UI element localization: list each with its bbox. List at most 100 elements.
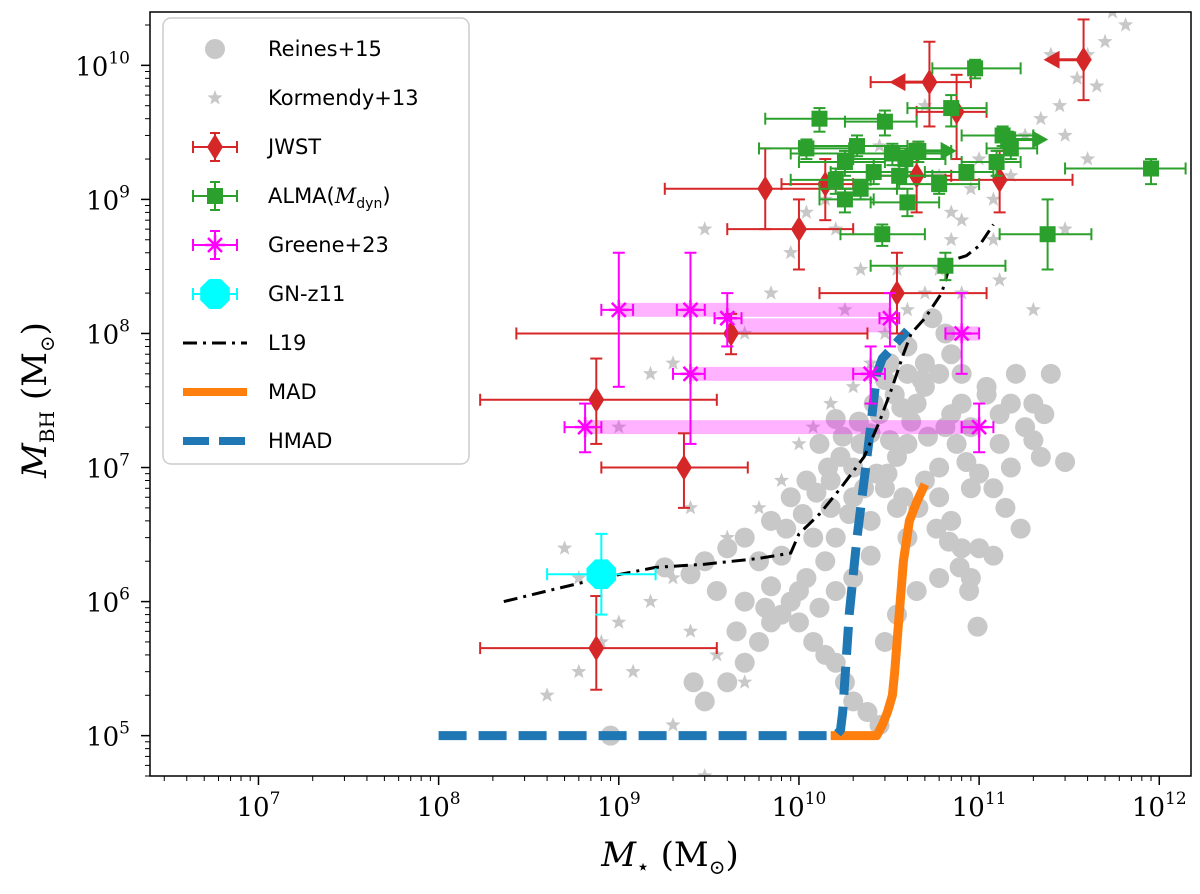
reines-point-43 xyxy=(857,702,878,723)
reines-point-101 xyxy=(748,631,769,652)
alma-point-10 xyxy=(843,109,918,137)
reines-point-84 xyxy=(1000,457,1021,478)
kormendy-point-29 xyxy=(593,633,609,649)
kormendy-point-61 xyxy=(1025,301,1041,317)
x-tick-exp-2: 9 xyxy=(630,789,641,809)
kormendy-point-56 xyxy=(571,570,587,585)
x-tick-base-5: 10 xyxy=(1132,793,1165,823)
alma-point-22 xyxy=(869,187,941,218)
x-tick-exp-5: 12 xyxy=(1165,789,1187,809)
kormendy-point-39 xyxy=(917,97,933,113)
kormendy-point-1 xyxy=(1097,33,1113,49)
jwst-marker-0 xyxy=(588,635,605,662)
kormendy-point-3 xyxy=(1069,70,1085,85)
reines-point-54 xyxy=(941,510,962,531)
reines-point-106 xyxy=(683,672,704,693)
alma-marker-22 xyxy=(899,194,916,211)
alma-marker-5 xyxy=(943,100,960,117)
reines-point-59 xyxy=(906,580,927,601)
x-tick-label-5: 1012 xyxy=(1132,789,1187,823)
jwst-point-5 xyxy=(726,198,855,271)
legend-label-jwst: JWST xyxy=(266,135,321,159)
series-gnz11 xyxy=(546,532,657,616)
kormendy-point-66 xyxy=(1057,221,1073,236)
kormendy-point-34 xyxy=(737,674,753,689)
y-tick-base-4: 10 xyxy=(86,186,119,216)
greene-marker-6 xyxy=(860,363,881,384)
kormendy-point-49 xyxy=(763,285,779,300)
reines-point-83 xyxy=(983,545,1004,566)
alma-marker-12 xyxy=(849,138,866,155)
series-greene xyxy=(563,251,995,454)
alma-point-24 xyxy=(923,164,995,181)
kormendy-point-59 xyxy=(943,204,959,219)
reines-point-77 xyxy=(946,433,967,454)
series-alma xyxy=(757,58,1187,282)
reines-point-62 xyxy=(860,545,881,566)
kormendy-point-41 xyxy=(1089,78,1105,93)
legend-label-greene: Greene+23 xyxy=(268,233,389,257)
alma-marker-8 xyxy=(988,154,1005,171)
reines-point-18 xyxy=(929,457,950,478)
reines-point-89 xyxy=(914,353,935,374)
kormendy-point-68 xyxy=(1107,12,1118,19)
alma-point-21 xyxy=(818,187,875,214)
x-tick-base-3: 10 xyxy=(772,793,805,823)
reines-point-27 xyxy=(761,510,782,531)
alma-marker-0 xyxy=(1143,160,1160,177)
legend-symbol-alma xyxy=(192,181,238,211)
legend-symbol-reines xyxy=(205,39,225,59)
reines-point-85 xyxy=(960,478,981,499)
x-tick-exp-1: 8 xyxy=(450,789,461,809)
kormendy-point-35 xyxy=(665,717,681,732)
reines-point-42 xyxy=(843,691,864,712)
reines-point-99 xyxy=(780,591,801,612)
reines-point-26 xyxy=(780,487,801,508)
reines-point-8 xyxy=(951,393,972,414)
jwst-marker-5 xyxy=(790,216,807,243)
kormendy-point-32 xyxy=(682,623,699,638)
reines-point-108 xyxy=(755,597,776,618)
greene-marker-4 xyxy=(951,323,972,344)
plot-area xyxy=(438,12,1187,776)
reines-point-111 xyxy=(806,482,827,503)
greene-point-8 xyxy=(960,402,995,454)
reines-point-63 xyxy=(843,567,864,588)
x-tick-label-2: 109 xyxy=(597,789,641,823)
kormendy-point-51 xyxy=(697,221,713,236)
kormendy-point-67 xyxy=(1080,151,1096,166)
reines-point-15 xyxy=(1055,451,1076,472)
y-tick-base-0: 10 xyxy=(86,723,119,753)
reines-point-102 xyxy=(734,652,755,673)
reines-point-64 xyxy=(825,580,846,601)
legend-label-kormendy: Kormendy+13 xyxy=(268,86,419,110)
y-tick-exp-1: 6 xyxy=(119,585,130,605)
reines-point-76 xyxy=(935,417,956,438)
reines-point-104 xyxy=(694,691,715,712)
y-tick-label-1: 106 xyxy=(86,585,130,619)
greene-marker-7-d2 xyxy=(577,419,593,436)
alma-marker-23 xyxy=(931,176,948,193)
kormendy-point-27 xyxy=(642,593,659,609)
y-tick-label-5: 1010 xyxy=(75,48,130,82)
reines-point-35 xyxy=(761,576,782,597)
reines-point-82 xyxy=(1010,518,1031,539)
alma-limit-0-head xyxy=(1032,130,1049,149)
kormendy-point-45 xyxy=(798,204,814,219)
reines-point-91 xyxy=(891,397,912,418)
greene-marker-2 xyxy=(717,308,738,329)
reines-point-109 xyxy=(776,518,797,539)
kormendy-point-0 xyxy=(1118,17,1134,32)
greene-marker-3 xyxy=(879,308,900,329)
kormendy-point-60 xyxy=(992,272,1008,287)
alma-point-23 xyxy=(895,174,981,195)
kormendy-point-7 xyxy=(1003,167,1019,183)
reines-point-97 xyxy=(815,551,836,572)
alma-marker-4 xyxy=(967,60,984,77)
legend-box xyxy=(162,17,470,465)
kormendy-point-10 xyxy=(963,180,979,196)
legend: Reines+15 Kormendy+13 JWST ALMA(Mdyn) Gr… xyxy=(162,17,470,465)
legend-label-hmad: HMAD xyxy=(268,429,332,453)
legend-marker-alma xyxy=(207,188,223,204)
jwst-limit-0-head xyxy=(889,73,906,92)
